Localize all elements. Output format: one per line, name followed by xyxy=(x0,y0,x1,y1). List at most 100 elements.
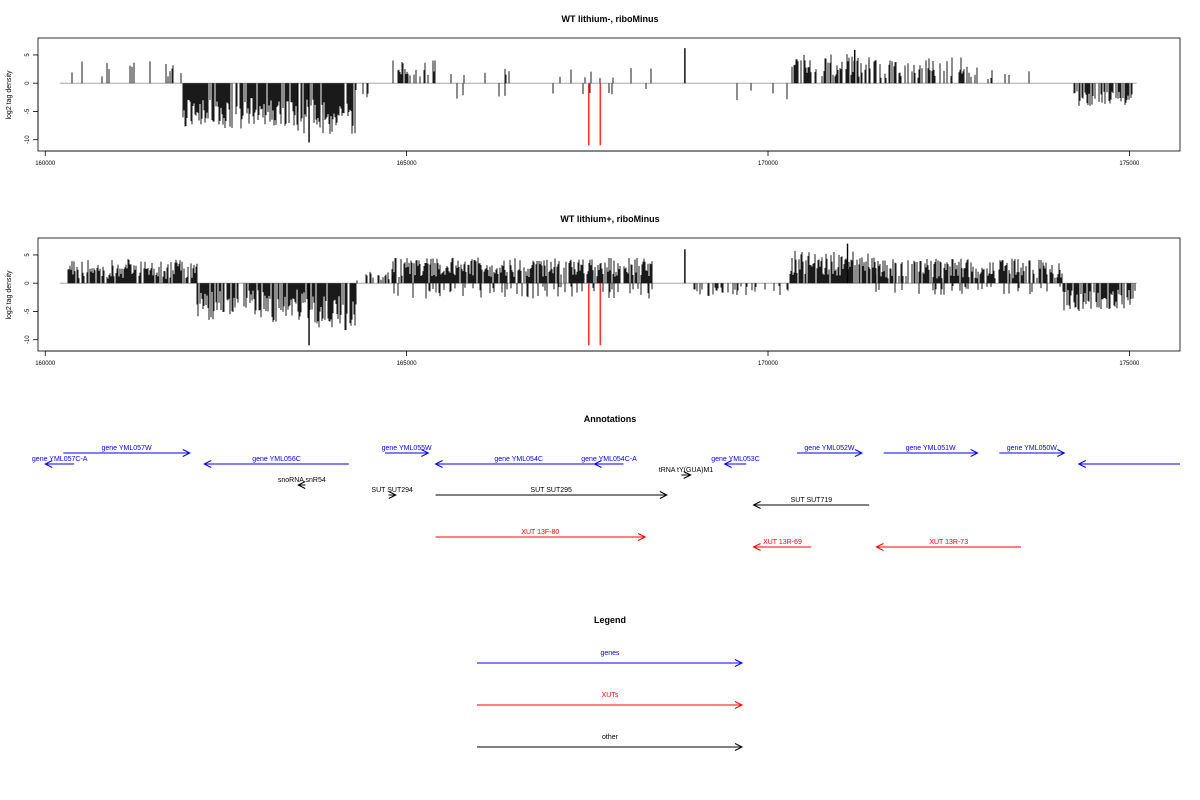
feature-arrow-head xyxy=(1057,449,1066,457)
chart-title: WT lithium-, riboMinus xyxy=(562,14,659,24)
annotation-features: gene YML057W gene YML057C-A gene YML056C ge… xyxy=(32,445,1180,551)
y-tick-label: 0 xyxy=(25,81,31,85)
legend-item: other xyxy=(477,734,744,751)
marker-lines xyxy=(587,283,602,346)
legend-label: other xyxy=(602,734,619,741)
legend-item: XUTs xyxy=(477,692,744,709)
feature-arrow-head xyxy=(723,460,732,468)
feature-label: gene YML056C xyxy=(252,456,301,463)
x-tick-label: 170000 xyxy=(758,361,779,367)
feature-label: gene YML055W xyxy=(382,445,432,452)
feature-arrow-head xyxy=(875,543,884,551)
feature-arrow-head xyxy=(434,460,443,468)
feature-label: XUT 13R-73 xyxy=(929,539,968,546)
feature-label: SUT SUT295 xyxy=(530,487,572,494)
feature-label: XUT 13R-69 xyxy=(763,539,802,546)
x-axis: 160000 165000 170000 175000 xyxy=(35,150,1140,167)
x-tick-label: 160000 xyxy=(35,361,56,367)
x-tick-label: 175000 xyxy=(1119,361,1140,367)
feature-label: tRNA tY(GUA)M1 xyxy=(659,467,714,474)
y-tick-label: -10 xyxy=(25,335,31,344)
legend-title: Legend xyxy=(594,615,626,625)
legend-item: genes xyxy=(477,650,744,667)
annotation-feature: gene YML051W xyxy=(883,445,979,457)
x-tick-label: 170000 xyxy=(758,161,779,167)
legend: Legend genes XUTs other xyxy=(477,615,744,751)
y-axis-label: log2 tag density xyxy=(6,270,13,320)
x-tick-label: 165000 xyxy=(397,161,418,167)
annotation-feature: gene YML057C-A xyxy=(32,456,88,468)
feature-arrow-head xyxy=(752,501,761,509)
legend-arrow-head xyxy=(734,743,744,751)
legend-arrow-head xyxy=(734,659,744,667)
feature-arrow-head xyxy=(203,460,212,468)
coverage-bars xyxy=(59,243,1137,346)
annotation-feature: gene YML054C xyxy=(434,456,602,468)
plot-frame xyxy=(37,37,1181,152)
y-tick-label: -5 xyxy=(25,108,31,114)
feature-arrow-head xyxy=(659,491,668,499)
x-tick-label: 160000 xyxy=(35,161,56,167)
annotation-feature: SUT SUT719 xyxy=(752,497,870,509)
feature-label: gene YML053C xyxy=(711,456,760,463)
feature-arrow-head xyxy=(297,481,306,489)
feature-arrow-head xyxy=(970,449,979,457)
feature-arrow-head xyxy=(752,543,761,551)
feature-label: XUT 13F-80 xyxy=(521,529,559,536)
annotation-feature: gene YML055W xyxy=(382,445,432,457)
track-panel-lithium-minus: WT lithium-, riboMinus log2 tag density … xyxy=(6,14,1181,167)
annotation-feature: SUT SUT294 xyxy=(371,487,413,499)
y-tick-label: 0 xyxy=(25,281,31,285)
feature-label: gene YML051W xyxy=(906,445,956,452)
coverage-bars xyxy=(59,48,1137,143)
feature-arrow-head xyxy=(683,471,692,479)
marker-lines xyxy=(587,83,602,146)
feature-arrow-head xyxy=(637,533,647,541)
feature-arrow-head xyxy=(1077,460,1087,468)
feature-label: SUT SUT294 xyxy=(371,487,413,494)
feature-arrow-head xyxy=(182,449,191,457)
legend-label: genes xyxy=(600,650,620,657)
legend-arrow-head xyxy=(734,701,744,709)
y-axis-label: log2 tag density xyxy=(6,70,13,120)
annotation-feature: XUT 13R-69 xyxy=(752,539,812,551)
feature-label: gene YML057C-A xyxy=(32,456,88,463)
feature-arrow-head xyxy=(421,449,430,457)
annotation-feature: gene YML056C xyxy=(203,456,349,468)
y-tick-label: 5 xyxy=(25,53,31,57)
annotation-feature: gene YML057W xyxy=(63,445,191,457)
annotation-feature: gene YML050W xyxy=(999,445,1066,457)
annotation-feature: gene YML053C xyxy=(711,456,760,468)
y-axis: -10 -5 0 5 xyxy=(25,53,39,144)
y-axis: -10 -5 0 5 xyxy=(25,253,39,344)
annotation-feature: snoRNA snR54 xyxy=(278,477,326,489)
y-tick-label: -10 xyxy=(25,135,31,144)
annotation-feature: SUT SUT295 xyxy=(435,487,668,499)
feature-arrow-head xyxy=(593,460,602,468)
feature-label: gene YML057W xyxy=(102,445,152,452)
feature-arrow-head xyxy=(854,449,864,457)
legend-items: genes XUTs other xyxy=(477,650,744,751)
feature-arrow-head xyxy=(44,460,53,468)
feature-label: gene YML054C-A xyxy=(581,456,637,463)
feature-label: snoRNA snR54 xyxy=(278,477,326,484)
feature-label: gene YML052W xyxy=(804,445,854,452)
feature-label: gene YML050W xyxy=(1007,445,1057,452)
y-tick-label: 5 xyxy=(25,253,31,257)
track-panel-lithium-plus: WT lithium+, riboMinus log2 tag density … xyxy=(6,214,1181,367)
x-tick-label: 165000 xyxy=(397,361,418,367)
annotation-feature: tRNA tY(GUA)M1 xyxy=(659,467,714,479)
annotations-title: Annotations xyxy=(584,414,637,424)
x-tick-label: 175000 xyxy=(1119,161,1140,167)
feature-label: gene YML054C xyxy=(494,456,543,463)
x-axis: 160000 165000 170000 175000 xyxy=(35,350,1140,367)
legend-label: XUTs xyxy=(602,692,619,699)
feature-label: SUT SUT719 xyxy=(791,497,833,504)
annotation-feature: XUT 13F-80 xyxy=(435,529,647,541)
annotation-feature: XUT 13R-73 xyxy=(875,539,1021,551)
annotation-feature: gene YML052W xyxy=(796,445,864,457)
annotation-feature xyxy=(1077,460,1180,468)
chart-title: WT lithium+, riboMinus xyxy=(560,214,659,224)
y-tick-label: -5 xyxy=(25,308,31,314)
